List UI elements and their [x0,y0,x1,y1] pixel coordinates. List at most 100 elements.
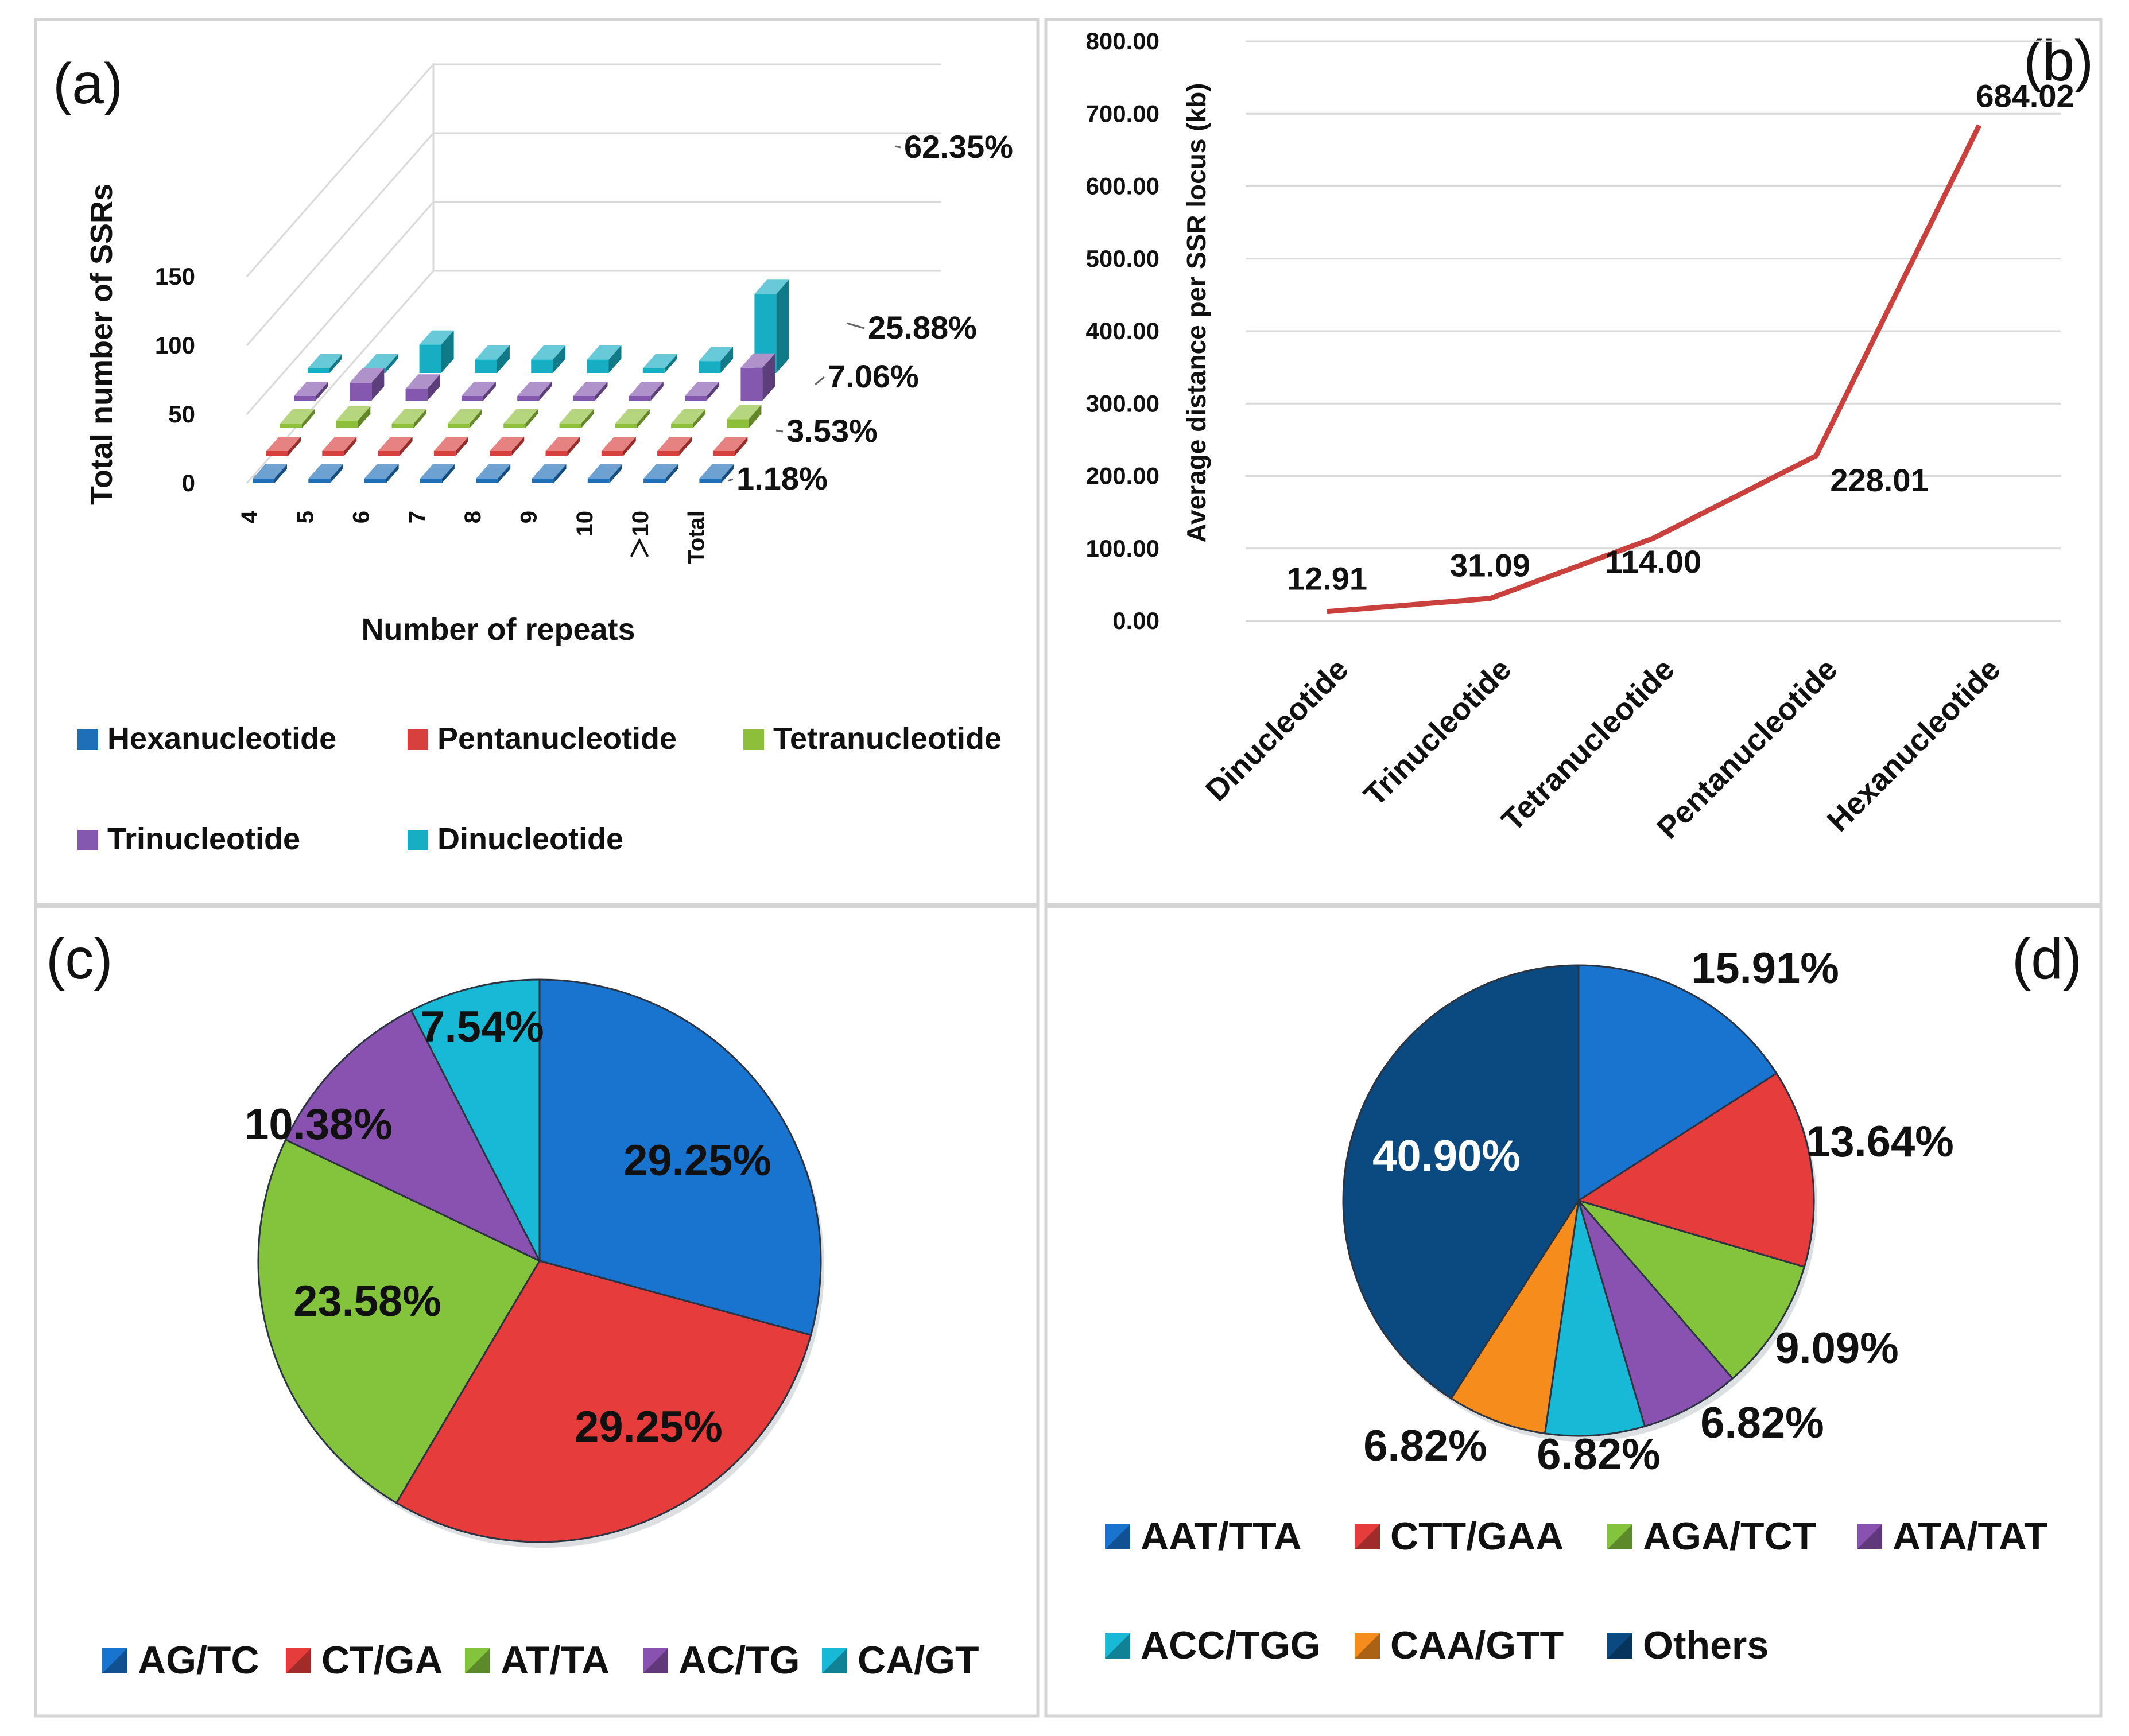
panel-a-bar-side [400,437,413,456]
panel-a-bar-side [386,464,399,483]
panel-a-total-label: 3.53% [786,413,878,449]
panel-a-bar-top [531,345,566,360]
panel-d-legend-label: ATA/TAT [1893,1514,2048,1558]
panel-c-legend-item: CA/GT [822,1638,979,1682]
panel-a-bar [364,464,399,483]
panel-a-bar-side [762,353,775,401]
panel-c-legend-label: AG/TC [138,1638,259,1682]
panel-a-y-axis-title: Total number of SSRs [84,184,119,505]
panel-a-legend-item: Hexanucleotide [77,721,336,756]
panel-d-slice [1450,1200,1580,1435]
panel-a-bar-side [608,345,622,373]
panel-a-bar-front [322,451,344,456]
panel-d-slice [1577,1200,1734,1428]
panel-b-data-label: 228.01 [1830,462,1928,498]
panel-d-slice-label: 9.09% [1775,1324,1899,1373]
panel-a-bar-front [266,451,288,456]
panel-a-bar [266,437,301,456]
panel-b-series-line [1327,124,1982,615]
panel-a-bar [350,368,385,401]
panel-c-legend-label: AT/TA [501,1638,610,1682]
panel-d-legend-item: ACC/TGG [1105,1624,1321,1667]
panel-a-bar [447,409,482,428]
panel-a-bar [517,382,552,401]
panel-a-legend-item: Trinucleotide [77,822,300,856]
panel-a-bar-top [475,345,510,360]
panel-a-bar-front [517,396,540,401]
panel-a-bar-front [587,359,609,373]
panel-a-x-tick-label: 8 [460,511,486,523]
panel-a-bar-side [665,464,678,483]
panel-a-bar [559,409,594,428]
panel-a-leader-line [775,429,784,433]
panel-a-bar [657,437,692,456]
panel-a-bar-front [391,424,414,428]
panel-a-bar-front [699,479,722,483]
panel-b-data-label: 114.00 [1605,543,1701,580]
panel-a-bar [294,382,328,401]
panel-d-legend-swatch-shade [1105,1633,1130,1659]
panel-a-bar-top [699,347,734,362]
panel-a-frame [34,18,1040,906]
panel-a-bar-front [601,451,623,456]
panel-a-legend-item: Tetranucleotide [743,721,1002,756]
panel-b-y-tick-label: 600.00 [1086,173,1159,200]
panel-a-bar-top [308,464,343,479]
panel-a-bar-top [405,374,440,389]
panel-a-bar-side [498,464,511,483]
panel-c-legend-swatch-shade [465,1648,490,1673]
panel-a-bar [490,437,525,456]
panel-c-legend-item: AT/TA [465,1638,610,1682]
panel-a-y-tick-label: 150 [155,263,195,290]
panel-d-slice-label: 15.91% [1691,944,1839,993]
panel-a-bar-top [587,464,622,479]
panel-a-bar-top [685,382,720,396]
panel-a-total-label: 1.18% [736,460,828,496]
panel-a-bar-front [308,368,329,373]
panel-a-bar-top [363,354,398,368]
panel-d-pie-chart: (d) 15.91% 13.64% 9.09% 6.82% 6.82% 6.82% 40.9… [1105,927,2082,1667]
panel-d-slices [1342,964,1817,1442]
panel-a-bar-top [294,382,328,396]
panel-a-bar-top [573,382,608,396]
panel-a-bar-top [461,382,496,396]
panel-d-tag: (d) [2012,927,2082,991]
panel-a-bar-top [476,464,511,479]
panel-a-bar-side [623,437,636,456]
panel-c-slice-label: 23.58% [293,1277,441,1326]
panel-a-legend-swatch [743,729,764,750]
panel-a-bar-top [545,437,580,451]
panel-a-bar-front [378,451,400,456]
panel-a-legend-swatch [408,729,428,750]
panel-c-slice [257,1139,541,1504]
panel-b-y-tick-label: 800.00 [1086,28,1159,55]
panel-d-frame [1044,905,2103,1718]
panel-a-bar-top [322,437,357,451]
panel-a-bar [253,464,287,483]
panel-c-legend-item: AG/TC [102,1638,259,1682]
panel-a-bar [629,382,664,401]
panel-a-bar-side [344,437,357,456]
panel-a-bar [280,409,315,428]
panel-d-legend-swatch-shade [1857,1524,1882,1549]
panel-a-bar-top [350,368,385,383]
panel-a-bar [740,353,775,401]
panel-d-legend-item: AGA/TCT [1607,1514,1816,1558]
panel-a-bar-side [385,354,398,373]
panel-a-bar [685,382,720,401]
panel-c-legend: AG/TC CT/GA AT/TA AC/TG CA/GT [102,1638,979,1682]
panel-a-bar-front [476,479,498,483]
panel-a-bar-top [754,279,789,294]
panel-d-slice-label: 13.64% [1806,1117,1954,1166]
panel-a-bar-front [531,359,553,373]
panel-a-bar-side [679,437,692,456]
panel-c-legend-swatch-shade [822,1648,847,1673]
panel-b-y-tick-label: 300.00 [1086,390,1159,417]
panel-a-bar [699,464,734,483]
panel-a-bar [573,382,608,401]
panel-c-tag: (c) [46,927,113,991]
panel-a-bar-top [308,354,342,368]
panel-a-bar-side [693,409,706,428]
panel-a-bar-side [371,368,385,401]
panel-a-bar [391,409,426,428]
